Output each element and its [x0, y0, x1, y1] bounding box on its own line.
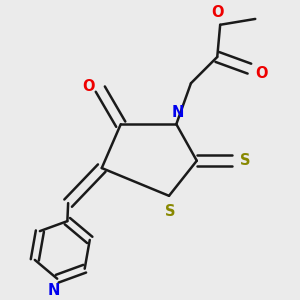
Text: N: N: [172, 105, 184, 120]
Text: O: O: [211, 5, 224, 20]
Text: S: S: [240, 153, 250, 168]
Text: S: S: [165, 203, 176, 218]
Text: O: O: [255, 65, 268, 80]
Text: O: O: [82, 79, 94, 94]
Text: N: N: [48, 283, 61, 298]
